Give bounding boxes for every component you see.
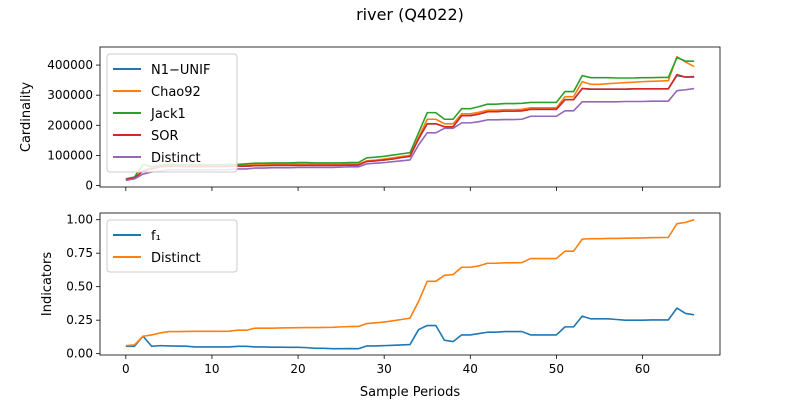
- panel-1-legend: f₁ Distinct: [106, 219, 238, 273]
- panel-1-y-tick-label-3: 0.75: [66, 246, 93, 260]
- panel-1-y-axis-label: Indicators: [40, 252, 55, 316]
- panel-1-y-tick-label-0: 0.00: [66, 347, 93, 361]
- bottom-panel-indicators: 0 10 20 30 40 50 60 0.00 0.25 0.50 0.75 1.00 Indicat…: [40, 212, 721, 400]
- panel-0-y-tick-label-0: 0: [85, 178, 93, 192]
- panel-0-legend-label-2: Jack1: [150, 107, 186, 122]
- panel-0-legend: N1−UNIF Chao92 Jack1 SOR Distinct: [106, 53, 238, 173]
- panel-0-legend-label-0: N1−UNIF: [151, 63, 210, 78]
- panel-1-axes-frame: [99, 212, 721, 356]
- panel-1-y-tick-label-4: 1.00: [66, 213, 93, 227]
- panel-0-legend-label-4: Distinct: [151, 151, 201, 166]
- panel-1-x-tick-label-3: 30: [377, 362, 392, 376]
- top-panel-cardinality: 0 100000 200000 300000 400000 Cardinality N1−U…: [19, 46, 721, 192]
- panel-0-y-tick-label-2: 200000: [47, 118, 93, 132]
- panel-1-x-tick-label-0: 0: [122, 362, 130, 376]
- panel-1-x-tick-label-1: 10: [204, 362, 219, 376]
- panel-0-legend-box: [106, 53, 238, 173]
- panel-0-y-axis-label: Cardinality: [19, 82, 34, 153]
- panel-1-y-tick-label-1: 0.25: [66, 313, 93, 327]
- panel-1-x-tick-label-2: 20: [290, 362, 305, 376]
- panel-1-series-line-1: [125, 218, 695, 347]
- panel-1-y-tick-label-2: 0.50: [66, 280, 93, 294]
- panel-1-x-tick-label-5: 50: [549, 362, 564, 376]
- panel-0-y-tick-label-3: 300000: [47, 88, 93, 102]
- panel-1-legend-label-1: Distinct: [151, 251, 201, 266]
- panel-1-legend-box: [106, 219, 238, 273]
- panel-1-x-axis-label: Sample Periods: [360, 385, 460, 400]
- panel-1-series-line-0: [125, 307, 695, 350]
- panel-0-legend-label-1: Chao92: [151, 85, 201, 100]
- panel-1-legend-label-0: f₁: [151, 229, 161, 244]
- panel-0-y-tick-label-4: 400000: [47, 58, 93, 72]
- panel-0-axes-frame: [99, 46, 721, 188]
- panel-0-y-tick-label-1: 100000: [47, 148, 93, 162]
- panel-1-x-tick-label-4: 40: [463, 362, 478, 376]
- panel-0-legend-label-3: SOR: [151, 129, 179, 144]
- figure-title: river (Q4022): [356, 5, 464, 24]
- panel-1-x-tick-label-6: 60: [635, 362, 650, 376]
